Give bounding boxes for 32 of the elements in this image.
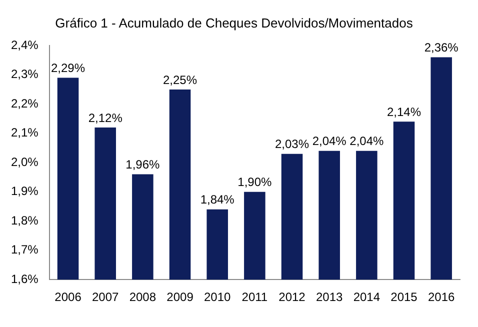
x-tick-label: 2007 xyxy=(92,290,120,304)
y-tick-label: 2,2% xyxy=(10,96,39,110)
data-label: 2,03% xyxy=(274,137,310,152)
data-label: 2,12% xyxy=(88,110,123,125)
data-label: 2,04% xyxy=(350,134,384,148)
y-tick-label: 1,6% xyxy=(10,272,39,286)
data-label: 2,04% xyxy=(312,134,347,148)
data-label: 1,84% xyxy=(200,192,235,207)
chart-title: Gráfico 1 - Acumulado de Cheques Devolvidos/Movimentados xyxy=(55,15,414,30)
data-label: 1,90% xyxy=(238,175,272,190)
x-tick-label: 2016 xyxy=(428,290,456,304)
data-label: 1,96% xyxy=(126,158,160,172)
y-tick-label: 2,4% xyxy=(10,38,39,52)
x-tick-label: 2009 xyxy=(166,290,194,304)
x-tick-label: 2012 xyxy=(278,290,306,304)
x-tick-label: 2011 xyxy=(242,290,268,304)
y-tick-label: 2,0% xyxy=(10,154,39,169)
y-tick-label: 2,3% xyxy=(10,67,39,82)
y-tick-label: 2,1% xyxy=(10,126,39,140)
y-tick-label: 1,9% xyxy=(10,184,39,198)
x-tick-label: 2008 xyxy=(129,290,156,304)
x-tick-label: 2015 xyxy=(390,290,418,304)
y-tick-label: 1,7% xyxy=(10,242,39,257)
data-label: 2,25% xyxy=(162,72,198,87)
x-tick-label: 2010 xyxy=(204,290,232,304)
y-tick-label: 1,8% xyxy=(10,213,39,228)
data-label: 2,36% xyxy=(424,40,459,55)
data-label: 2,14% xyxy=(386,104,422,119)
x-tick-label: 2013 xyxy=(316,290,344,304)
data-label: 2,29% xyxy=(51,61,86,76)
x-tick-label: 2006 xyxy=(54,290,82,304)
x-tick-label: 2014 xyxy=(353,290,380,304)
